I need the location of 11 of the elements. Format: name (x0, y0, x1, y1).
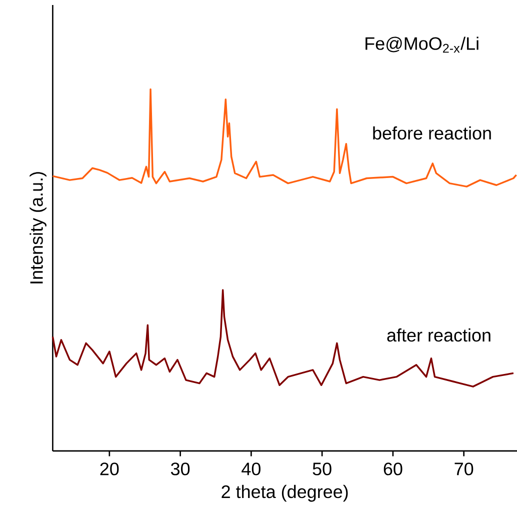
x-tick-label: 20 (100, 462, 119, 476)
x-tick-label: 30 (170, 462, 190, 476)
text: Fe@MoO$_{2-x}$/Li (366, 36, 478, 53)
x-tick-label: 70 (454, 462, 474, 476)
series-label: after reaction (387, 328, 490, 342)
x-axis-title: 2 theta (degree) (222, 484, 348, 502)
x-tick-label: 60 (384, 462, 402, 476)
x-tick-label: 40 (242, 462, 260, 476)
x-tick-label: 50 (312, 462, 332, 476)
y-axis-title: Intensity (a.u.) (30, 172, 46, 284)
series-label: before reaction (373, 126, 491, 140)
